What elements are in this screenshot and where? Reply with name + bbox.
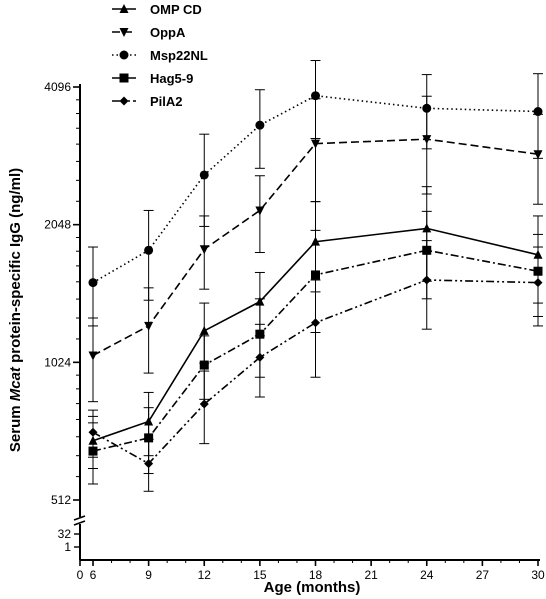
series-pila2 (88, 240, 543, 492)
data-point (255, 120, 265, 130)
legend-item: Msp22NL (112, 48, 208, 63)
y-axis-break-mark (73, 520, 86, 526)
legend-item: OMP CD (112, 2, 202, 17)
legend: OMP CD OppA Msp22NL Hag5-9 PilA2 (112, 2, 208, 109)
y-axis-title-part-3: protein-specific IgG (ng/ml) (7, 168, 24, 367)
series-msp22nl (88, 60, 543, 327)
data-point (255, 352, 265, 362)
data-point (144, 433, 154, 443)
y-tick-label: 4096 (44, 80, 71, 94)
legend-label: PilA2 (150, 94, 183, 109)
y-tick-label: 512 (51, 493, 71, 507)
data-point (311, 91, 320, 101)
data-point (199, 325, 209, 335)
x-tick-label: 0 (77, 568, 84, 582)
data-point (144, 321, 154, 331)
data-point (255, 206, 265, 216)
y-tick-label: 2048 (44, 218, 71, 232)
legend-label: Msp22NL (150, 48, 208, 63)
legend-label: OMP CD (150, 2, 202, 17)
data-point (311, 270, 320, 280)
y-axis-title-part-2: Mcat (7, 366, 24, 401)
x-tick-label: 15 (253, 568, 267, 582)
data-point (144, 245, 154, 255)
data-point (88, 351, 98, 361)
x-tick-label: 30 (531, 568, 545, 582)
legend-item: OppA (112, 25, 186, 40)
data-point (88, 278, 98, 288)
legend-item: PilA2 (112, 94, 183, 109)
data-point (199, 170, 209, 180)
x-axis-title: Age (months) (264, 579, 361, 596)
data-point (199, 399, 209, 409)
data-point (311, 318, 320, 328)
data-point (88, 427, 98, 437)
x-tick-label: 9 (145, 568, 152, 582)
y-tick-label: 1024 (44, 355, 71, 369)
y-axis-break-mark (73, 515, 86, 521)
series-layer (88, 60, 543, 492)
y-tick-label: 1 (64, 540, 71, 554)
legend-label: OppA (150, 25, 186, 40)
legend-marker (119, 28, 129, 37)
data-point (144, 459, 154, 469)
x-tick-label: 27 (476, 568, 490, 582)
legend-marker (119, 96, 129, 106)
legend-label: Hag5-9 (150, 71, 193, 86)
legend-marker (119, 50, 129, 60)
data-point (199, 360, 209, 370)
axes: 512 1024 2048 4096 132 0 6 9 12 15 18 21 24 27 30 (44, 80, 545, 582)
data-point (533, 278, 543, 288)
data-point (199, 245, 209, 255)
y-axis-title-part-1: Serum (7, 401, 24, 452)
x-tick-label: 12 (198, 568, 212, 582)
data-point (422, 275, 432, 285)
legend-marker (119, 73, 129, 83)
data-point (533, 107, 543, 117)
x-tick-label: 6 (90, 568, 97, 582)
data-point (311, 139, 320, 149)
x-tick-label: 24 (420, 568, 434, 582)
y-tick-label: 32 (58, 527, 72, 541)
legend-marker (119, 4, 129, 13)
y-axis-title: Serum Mcat protein-specific IgG (ng/ml) (7, 168, 24, 452)
x-tick-label: 18 (309, 568, 323, 582)
x-tick-label: 21 (364, 568, 378, 582)
legend-item: Hag5-9 (112, 71, 193, 86)
data-point (422, 103, 432, 113)
